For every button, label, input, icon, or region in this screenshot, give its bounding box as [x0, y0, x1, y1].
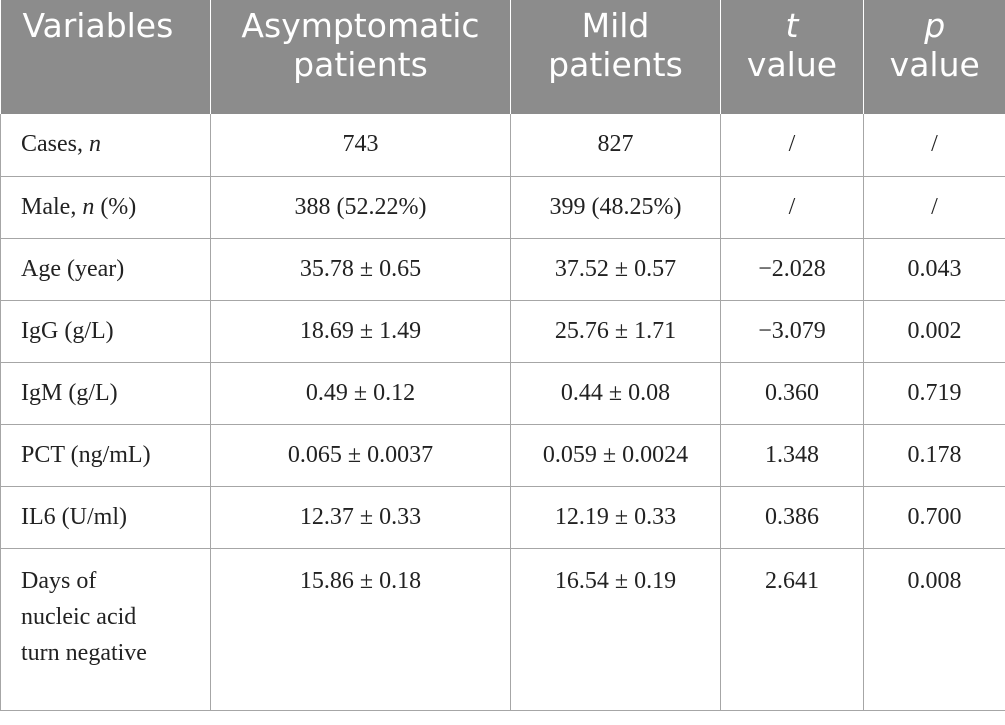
cell-asymptomatic: 35.78 ± 0.65	[210, 238, 511, 301]
cell-asymptomatic: 0.49 ± 0.12	[210, 362, 511, 425]
row-label-line1: Days of	[21, 567, 97, 594]
header-variables-label: Variables	[22, 6, 174, 45]
table-row: IgM (g/L) 0.49 ± 0.12 0.44 ± 0.08 0.360 …	[0, 362, 1005, 425]
cell-asymptomatic: 12.37 ± 0.33	[210, 486, 511, 549]
cell-t-value: 0.386	[720, 486, 864, 549]
header-asymptomatic: Asymptomatic patients	[210, 0, 511, 114]
row-label: Age (year)	[0, 238, 211, 301]
cell-mild: 16.54 ± 0.19	[510, 548, 721, 711]
cell-t-value: 0.360	[720, 362, 864, 425]
row-label-text: IL6 (U/ml)	[21, 503, 127, 530]
header-row: Variables Asymptomatic patients Mild patie…	[0, 0, 1005, 114]
row-label-line3: turn negative	[21, 639, 147, 666]
row-label: Days of nucleic acid turn negative	[0, 548, 211, 711]
row-label: IgG (g/L)	[0, 300, 211, 363]
header-asymptomatic-line2: patients	[293, 45, 428, 84]
row-label: IgM (g/L)	[0, 362, 211, 425]
row-label-italic: n	[82, 193, 95, 220]
table-row: Cases, n 743 827 / /	[0, 114, 1005, 177]
row-label-line2: nucleic acid	[21, 603, 137, 630]
cell-p-value: /	[863, 114, 1005, 177]
cell-mild: 0.44 ± 0.08	[510, 362, 721, 425]
table-row: PCT (ng/mL) 0.065 ± 0.0037 0.059 ± 0.002…	[0, 424, 1005, 487]
cell-p-value: /	[863, 176, 1005, 239]
cell-t-value: −2.028	[720, 238, 864, 301]
table-header: Variables Asymptomatic patients Mild patie…	[0, 0, 1005, 114]
row-label: Male, n (%)	[0, 176, 211, 239]
cell-t-value: /	[720, 176, 864, 239]
table-row: Male, n (%) 388 (52.22%) 399 (48.25%) / …	[0, 176, 1005, 239]
table-row: Days of nucleic acid turn negative 15.86 ±…	[0, 548, 1005, 711]
cell-mild: 827	[510, 114, 721, 177]
cell-p-value: 0.043	[863, 238, 1005, 301]
cell-asymptomatic: 743	[210, 114, 511, 177]
cell-t-value: −3.079	[720, 300, 864, 363]
cell-mild: 0.059 ± 0.0024	[510, 424, 721, 487]
header-t-symbol: t	[785, 6, 799, 45]
row-label: Cases, n	[0, 114, 211, 177]
row-label-text: PCT (ng/mL)	[21, 441, 151, 468]
row-label-text: Male,	[21, 193, 83, 220]
cell-mild: 37.52 ± 0.57	[510, 238, 721, 301]
cell-p-value: 0.700	[863, 486, 1005, 549]
header-p-symbol: p	[924, 6, 946, 45]
cell-p-value: 0.178	[863, 424, 1005, 487]
row-label-text: Age (year)	[21, 255, 125, 282]
header-t-word: value	[746, 45, 838, 84]
cell-t-value: /	[720, 114, 864, 177]
cell-mild: 25.76 ± 1.71	[510, 300, 721, 363]
cell-t-value: 2.641	[720, 548, 864, 711]
cell-asymptomatic: 388 (52.22%)	[210, 176, 511, 239]
header-mild: Mild patients	[510, 0, 721, 114]
table-row: Age (year) 35.78 ± 0.65 37.52 ± 0.57 −2.…	[0, 238, 1005, 301]
cell-t-value: 1.348	[720, 424, 864, 487]
header-asymptomatic-line1: Asymptomatic	[241, 6, 480, 45]
row-label-text: Cases,	[21, 131, 89, 157]
header-variables: Variables	[0, 0, 211, 114]
table-row: IL6 (U/ml) 12.37 ± 0.33 12.19 ± 0.33 0.3…	[0, 486, 1005, 549]
row-label-text: IgM (g/L)	[21, 379, 118, 406]
table-body: Cases, n 743 827 / / Male, n (%) 388 (52…	[0, 114, 1005, 711]
cell-asymptomatic: 0.065 ± 0.0037	[210, 424, 511, 487]
cell-p-value: 0.719	[863, 362, 1005, 425]
cell-mild: 399 (48.25%)	[510, 176, 721, 239]
header-t-value: t value	[720, 0, 864, 114]
cell-mild: 12.19 ± 0.33	[510, 486, 721, 549]
header-p-word: value	[889, 45, 980, 84]
table-row: IgG (g/L) 18.69 ± 1.49 25.76 ± 1.71 −3.0…	[0, 300, 1005, 363]
cell-p-value: 0.008	[863, 548, 1005, 711]
cell-asymptomatic: 15.86 ± 0.18	[210, 548, 511, 711]
row-label-suffix: (%)	[94, 193, 137, 220]
header-p-value: p value	[863, 0, 1005, 114]
row-label-text: IgG (g/L)	[21, 317, 114, 344]
header-mild-line2: patients	[548, 45, 683, 84]
header-mild-line1: Mild	[581, 6, 650, 45]
row-label: IL6 (U/ml)	[0, 486, 211, 549]
cell-asymptomatic: 18.69 ± 1.49	[210, 300, 511, 363]
row-label-italic: n	[89, 131, 101, 157]
cell-p-value: 0.002	[863, 300, 1005, 363]
row-label: PCT (ng/mL)	[0, 424, 211, 487]
